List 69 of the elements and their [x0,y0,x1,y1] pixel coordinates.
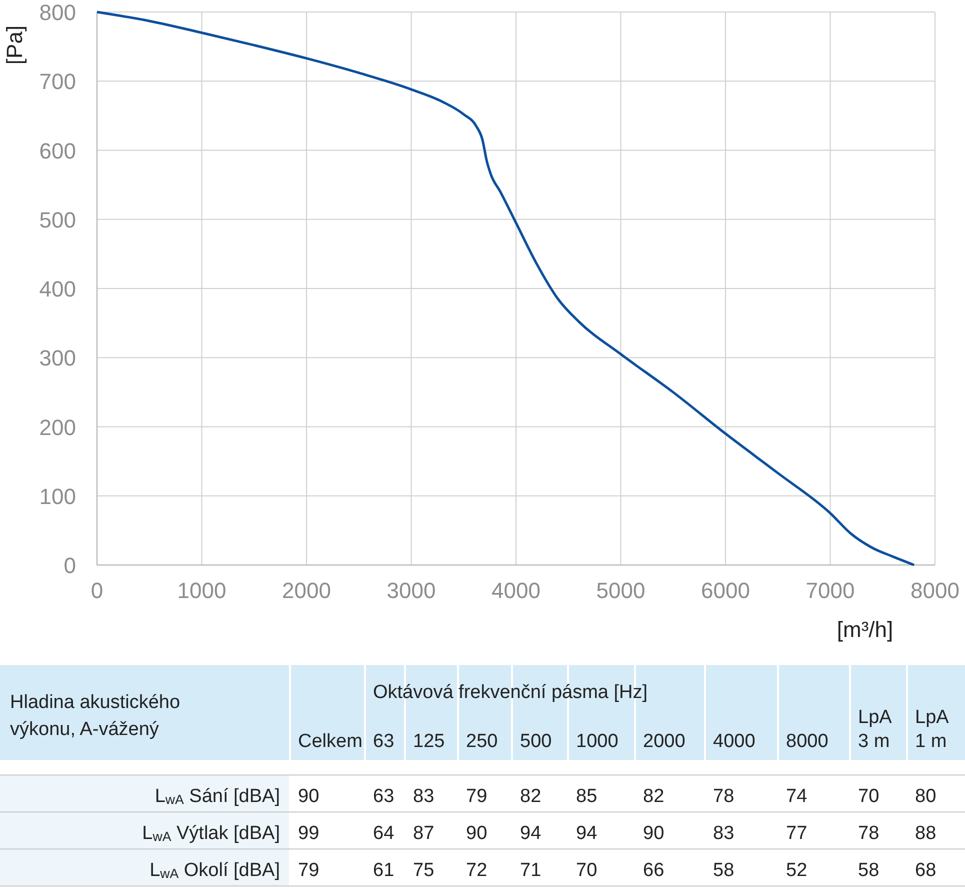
data-label: 90 [298,786,320,807]
y-tick-label: 300 [39,346,76,371]
data-label: 63 [373,786,394,807]
y-tick-label: 700 [39,69,76,94]
data-label: 82 [520,786,542,807]
data-label: 70 [576,860,598,881]
data-label: 61 [373,860,394,881]
x-tick-label: Celkem [298,731,362,752]
x-tick-label: 8000 [786,731,828,752]
x-tick-label: 7000 [806,578,855,603]
x-tick-label: 5000 [596,578,646,603]
data-label: 90 [643,823,664,844]
data-label: 58 [858,860,880,881]
y-tick-label: LwA Výtlak [dBA] [142,823,280,844]
x-tick-label: 6000 [701,578,750,603]
x-tick-label: 500 [520,731,552,752]
data-label: 72 [466,860,488,881]
x-tick-label: 0 [90,578,104,603]
y-tick-label: 800 [39,0,76,25]
x-tick-label: 63 [373,731,394,752]
data-label: 70 [858,786,880,807]
y-tick-label: LwA Okolí [dBA] [150,860,280,881]
data-label: 88 [915,823,936,844]
data-label: 68 [915,860,936,881]
data-label: 94 [520,823,542,844]
data-label: 87 [413,823,434,844]
data-label: 74 [786,786,808,807]
y-axis-title: [Pa] [2,25,27,65]
data-label: 78 [713,786,734,807]
y-tick-label: 200 [39,414,76,440]
x-tick-label: LpA 3 m [858,707,892,752]
x-tick-label: 2000 [282,578,331,603]
x-tick-label: 125 [413,731,445,752]
data-label: 83 [413,786,434,807]
y-tick-label: 600 [39,138,76,164]
data-label: 75 [413,860,434,881]
data-label: 52 [786,860,808,881]
data-label: 80 [915,786,936,807]
x-tick-label: 250 [466,731,498,752]
y-tick-label: LwA Sání [dBA] [154,786,280,807]
x-tick-label: 2000 [643,731,686,752]
data-label: 90 [466,823,488,844]
y-tick-label: 500 [39,207,76,232]
x-tick-label: 4000 [492,578,540,603]
y-axis-title: Hladina akustického výkonu, A-vážený [10,692,180,740]
data-label: 79 [298,860,320,881]
x-axis-title: [m³/h] [836,617,894,642]
data-label: 64 [373,823,395,844]
data-label: 58 [713,860,734,881]
x-axis-title: Oktávová frekvenční pásma [Hz] [373,682,648,703]
x-tick-label: LpA 1 m [915,707,950,752]
data-label: 82 [643,786,664,807]
data-label: 78 [858,823,880,844]
data-label: 85 [576,786,598,807]
x-tick-label: 8000 [910,578,960,603]
y-tick-label: 400 [39,276,76,302]
x-tick-label: 1000 [576,731,618,752]
data-label: 66 [643,860,664,881]
data-label: 77 [786,823,808,844]
x-tick-label: 1000 [177,578,226,603]
data-label: 79 [466,786,488,807]
x-tick-label: 4000 [713,731,756,752]
data-label: 99 [298,823,320,844]
y-tick-label: 0 [64,553,76,578]
data-label: 94 [576,823,598,844]
x-tick-label: 3000 [386,578,436,603]
y-tick-label: 100 [39,484,76,509]
data-label: 71 [520,860,542,881]
data-label: 83 [713,823,734,844]
